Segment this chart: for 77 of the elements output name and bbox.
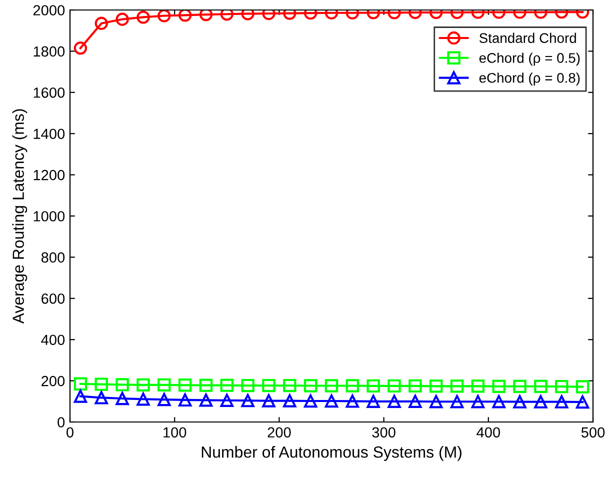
point	[178, 378, 192, 392]
point	[199, 378, 213, 392]
y-tick-label: 200	[42, 376, 65, 386]
point	[199, 10, 213, 22]
point	[241, 394, 254, 408]
point	[158, 10, 171, 22]
point	[241, 10, 254, 20]
point	[366, 379, 380, 393]
point	[220, 10, 234, 21]
point	[388, 394, 401, 408]
point	[450, 380, 464, 393]
legend-label: Standard Chord	[479, 32, 576, 43]
legend-label: eChord (ρ = 0.5)	[479, 52, 580, 66]
point	[324, 394, 338, 408]
x-tick-label: 0	[66, 427, 74, 438]
point	[513, 380, 526, 393]
point	[408, 379, 422, 393]
point	[136, 392, 150, 406]
point	[220, 394, 234, 407]
point	[555, 395, 568, 408]
point	[262, 394, 276, 408]
point	[534, 395, 548, 408]
y-tick-label: 1000	[34, 211, 65, 222]
y-tick-label: 1600	[34, 88, 65, 98]
point	[576, 395, 590, 409]
point	[408, 394, 422, 408]
point	[450, 395, 464, 408]
point	[158, 392, 171, 406]
point	[136, 378, 150, 392]
point	[346, 394, 360, 408]
point	[220, 378, 234, 392]
y-tick-label: 0	[58, 417, 65, 428]
point	[534, 380, 548, 393]
point	[74, 377, 88, 390]
point	[471, 395, 485, 408]
x-tick-label: 100	[164, 427, 186, 438]
point	[94, 378, 108, 391]
point	[366, 394, 380, 408]
y-tick-label: 600	[42, 294, 65, 304]
point	[576, 380, 590, 394]
point	[492, 380, 506, 393]
point	[116, 392, 129, 406]
y-tick-label: 1200	[34, 170, 65, 180]
point	[346, 379, 360, 392]
x-axis-title: Number of Autonomous Systems (M)	[202, 446, 462, 461]
point	[430, 395, 443, 408]
point	[513, 395, 526, 408]
point	[74, 390, 88, 403]
y-tick-label: 1400	[34, 128, 65, 140]
point	[388, 379, 401, 393]
point	[94, 391, 108, 404]
point	[241, 378, 254, 392]
x-tick-label: 500	[581, 427, 605, 438]
y-tick-label: 400	[41, 334, 65, 346]
point	[158, 378, 171, 392]
y-tick-label: 800	[41, 252, 65, 263]
x-tick-label: 200	[268, 427, 291, 438]
point	[178, 393, 192, 407]
point	[492, 395, 506, 408]
point	[283, 378, 296, 392]
point	[199, 394, 213, 407]
y-axis-title: Average Routing Latency (ms)	[12, 109, 28, 324]
point	[283, 394, 296, 408]
y-tick-label: 1800	[34, 46, 65, 57]
point	[555, 380, 568, 394]
point	[178, 10, 192, 22]
y-tick-label: 2000	[33, 5, 65, 16]
point	[262, 378, 276, 392]
point	[304, 394, 318, 408]
point	[116, 378, 129, 392]
point	[430, 380, 443, 393]
point	[471, 380, 485, 393]
point	[304, 379, 318, 392]
point	[324, 379, 338, 392]
x-tick-label: 300	[372, 427, 396, 438]
x-tick-label: 400	[476, 427, 500, 438]
legend-label: eChord (ρ = 0.8)	[479, 72, 580, 86]
